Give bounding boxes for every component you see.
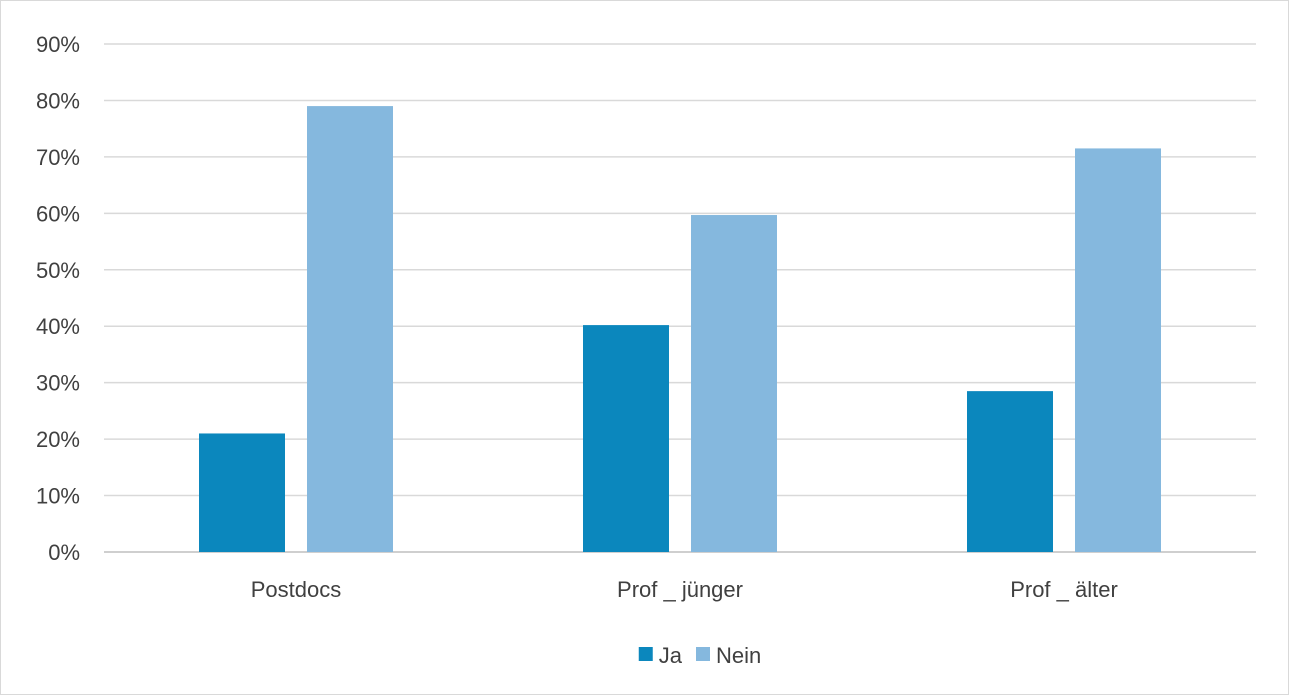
x-tick-label: Postdocs [251,577,342,602]
y-tick-label: 90% [36,32,80,57]
bar-ja-2 [583,325,669,552]
y-tick-label: 40% [36,314,80,339]
legend-swatch-nein [696,647,710,661]
y-tick-label: 10% [36,484,80,509]
bar-ja-3 [967,391,1053,552]
gridlines [104,43,1256,553]
y-axis: 0% 10% 20% 30% 40% 50% 60% 70% 80% 90% [36,32,80,565]
legend-label-nein: Nein [716,643,761,668]
bar-nein-3 [1075,148,1161,552]
legend: Ja Nein [638,643,761,668]
legend-label-ja: Ja [659,643,683,668]
y-tick-label: 0% [48,540,80,565]
y-tick-label: 70% [36,145,80,170]
y-tick-label: 60% [36,201,80,226]
bar-nein-2 [691,215,777,552]
y-tick-label: 20% [36,427,80,452]
x-tick-label: Prof _ älter [1010,577,1118,602]
x-axis: Postdocs Prof _ jünger Prof _ älter [251,577,1118,602]
y-tick-label: 30% [36,371,80,396]
bar-ja-1 [199,433,285,552]
y-tick-label: 80% [36,88,80,113]
bars [199,106,1161,552]
legend-swatch-ja [638,647,653,661]
y-tick-label: 50% [36,258,80,283]
bar-nein-1 [307,106,393,552]
x-tick-label: Prof _ jünger [617,577,743,602]
